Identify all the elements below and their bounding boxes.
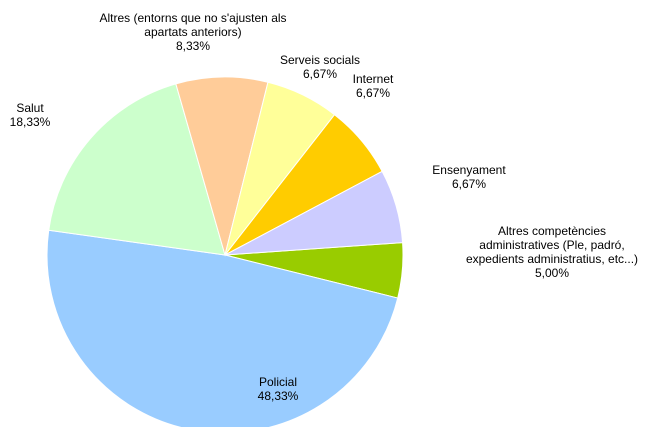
pie-slice-2 [48,83,226,256]
slice-label-2: Salut 18,33% [10,101,51,129]
slice-percent: 5,00% [535,266,569,280]
slice-label-line: Altres (entorns que no s'ajusten als [99,11,286,25]
slice-percent: 6,67% [303,67,337,81]
slice-label-line: Serveis socials [280,53,360,67]
slice-percent: 6,67% [356,86,390,100]
slice-label-line: expedients administratius, etc...) [466,252,638,266]
slice-label-line: Ensenyament [432,163,506,177]
pie-slice-3 [175,76,269,257]
pie-slice-1 [46,229,399,427]
slice-label-line: Altres competències [498,224,606,238]
slice-label-line: Salut [16,101,44,115]
slice-label-3: Altres (entorns que no s'ajusten als apar… [99,11,286,53]
pie-slices [46,76,404,427]
pie-slice-6 [224,170,404,256]
slice-percent: 6,67% [452,177,486,191]
slice-percent: 8,33% [176,39,210,53]
slice-percent: 48,33% [258,389,299,403]
slice-label-line: apartats anteriors) [144,25,241,39]
slice-label-4: Serveis socials 6,67% [280,53,360,81]
slice-label-6: Ensenyament 6,67% [432,163,506,191]
slice-label-0: Altres competències administratives (Ple,… [466,224,638,280]
slice-label-line: administratives (Ple, padró, [479,238,624,252]
slice-label-5: Internet 6,67% [353,72,394,100]
slice-label-1: Policial 48,33% [258,375,299,403]
slice-label-line: Policial [259,375,297,389]
slice-label-line: Internet [353,72,394,86]
slice-percent: 18,33% [10,115,51,129]
pie-labels: Altres competències administratives (Ple,… [10,11,638,403]
